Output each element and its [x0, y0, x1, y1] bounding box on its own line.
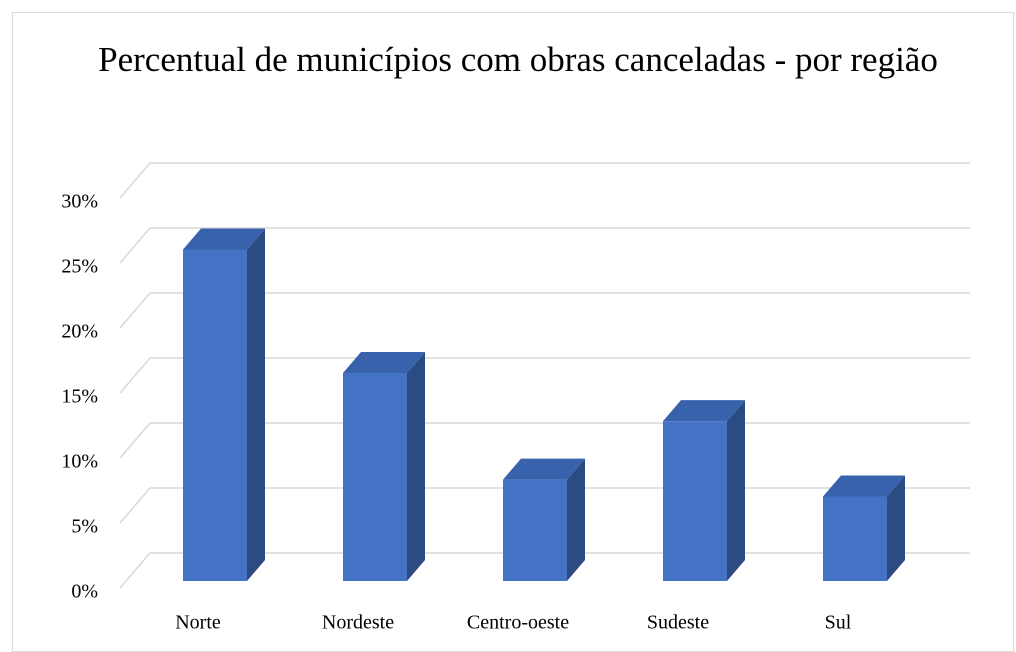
y-tick-label: 0%: [71, 581, 98, 603]
grid-diagonal: [119, 292, 151, 329]
grid-diagonal: [119, 227, 151, 264]
bar-side: [567, 458, 585, 581]
x-tick-label: Sul: [825, 612, 852, 634]
grid-diagonal: [119, 487, 151, 524]
bar-top: [663, 400, 745, 422]
bar-side: [727, 400, 745, 581]
bar-top: [183, 228, 265, 250]
x-tick-label: Centro-oeste: [467, 612, 569, 634]
chart-title: Percentual de municípios com obras cance…: [98, 40, 938, 79]
bar-top: [503, 458, 585, 480]
x-tick-label: Nordeste: [322, 612, 394, 634]
y-tick-label: 15%: [61, 386, 98, 408]
y-tick-label: 5%: [71, 516, 98, 538]
y-tick-label: 20%: [61, 321, 98, 343]
bar-front: [503, 479, 567, 581]
bar-side: [887, 475, 905, 581]
bar-side: [407, 352, 425, 581]
bar-front: [663, 421, 727, 581]
x-tick-label: Sudeste: [647, 612, 709, 634]
bar: [343, 352, 425, 581]
bar-side: [247, 228, 265, 581]
y-tick-label: 10%: [61, 451, 98, 473]
bar-top: [823, 475, 905, 497]
bar: [663, 400, 745, 581]
bar: [183, 228, 265, 581]
bar-front: [343, 373, 407, 581]
bar-top: [343, 352, 425, 373]
y-tick-label: 25%: [61, 256, 98, 278]
grid-diagonal: [119, 552, 151, 589]
bar-front: [823, 496, 887, 581]
grid-diagonal: [119, 162, 151, 199]
grid-diagonal: [119, 357, 151, 394]
bar: [503, 458, 585, 581]
y-tick-label: 30%: [61, 191, 98, 213]
bar: [823, 475, 905, 581]
grid-diagonal: [119, 422, 151, 459]
bar-front: [183, 249, 247, 581]
x-tick-label: Norte: [175, 612, 221, 634]
